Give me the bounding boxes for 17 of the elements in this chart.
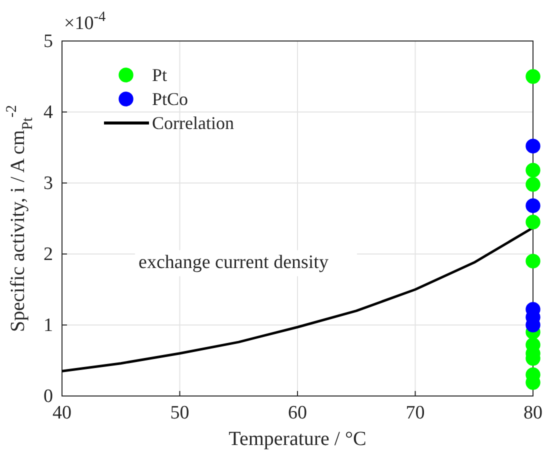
- legend-label: PtCo: [152, 89, 188, 109]
- x-tick-label: 80: [524, 402, 542, 424]
- annotation: exchange current density: [138, 252, 329, 274]
- x-tick-label: 50: [170, 402, 190, 424]
- y-tick-label: 5: [44, 31, 53, 52]
- legend-label: Pt: [152, 65, 168, 85]
- x-tick-label: 60: [288, 402, 307, 424]
- y-tick-label: 2: [44, 244, 53, 266]
- y-tick-label: 1: [44, 315, 53, 336]
- x-axis-title: Temperature / °C: [228, 428, 366, 450]
- x-tick-label: 40: [52, 402, 72, 424]
- x-tick-label: 70: [406, 402, 425, 424]
- legend-label: Correlation: [152, 113, 234, 133]
- text: ×10$^{-4}$: [64, 9, 106, 34]
- y-tick-label: 0: [44, 386, 53, 408]
- y-tick-label: 3: [44, 173, 53, 194]
- y-tick-label: 4: [44, 102, 54, 124]
